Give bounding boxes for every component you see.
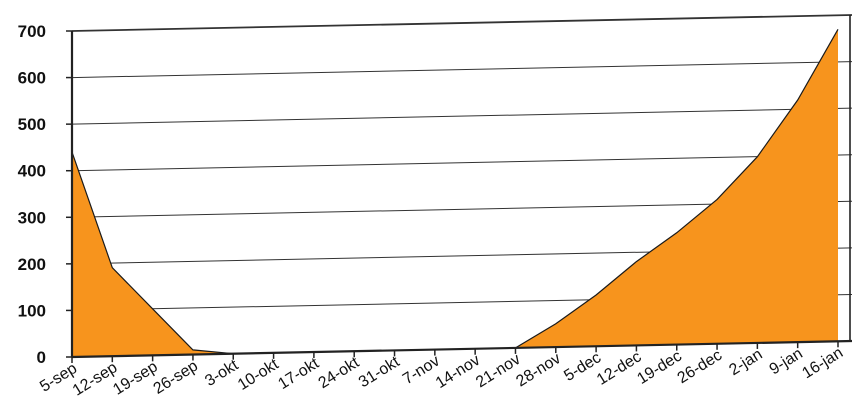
y-tick-label-600: 600 — [18, 69, 46, 88]
axes — [66, 15, 853, 363]
x-tick-label-2-jan: 2-jan — [726, 346, 765, 379]
y-tick-label-400: 400 — [18, 162, 46, 181]
x-tick-label-3-okt: 3-okt — [202, 356, 242, 390]
y-tick-label-300: 300 — [18, 208, 46, 227]
x-tick-label-10-okt: 10-okt — [235, 356, 282, 394]
y-tick-labels: 0 100 200 300 400 500 600 700 — [18, 22, 46, 367]
x-tick-label-21-nov: 21-nov — [473, 351, 523, 391]
x-tick-label-19-dec: 19-dec — [634, 348, 684, 388]
x-tick-label-31-okt: 31-okt — [356, 353, 403, 391]
x-tick-label-26-sep: 26-sep — [151, 357, 202, 397]
x-tick-label-16-jan: 16-jan — [799, 344, 846, 382]
gridline-700 — [71, 14, 853, 32]
series-line-2 — [515, 29, 839, 349]
x-tick-label-9-jan: 9-jan — [767, 345, 806, 378]
x-tick-label-19-sep: 19-sep — [110, 358, 161, 398]
series-line-1 — [71, 151, 234, 355]
x-tick-label-12-dec: 12-dec — [594, 348, 644, 388]
gridline-500 — [71, 107, 853, 125]
gridline-600 — [71, 61, 853, 79]
x-tick-label-17-okt: 17-okt — [275, 355, 322, 393]
y-tick-label-500: 500 — [18, 115, 46, 134]
area-series — [71, 29, 839, 357]
area-region-1 — [72, 152, 234, 357]
y-tick-label-100: 100 — [18, 301, 46, 320]
y-tick-label-700: 700 — [18, 22, 46, 41]
x-tick-label-26-dec: 26-dec — [675, 347, 725, 387]
y-tick-label-200: 200 — [18, 255, 46, 274]
x-tick-label-28-nov: 28-nov — [513, 350, 563, 390]
y-tick-label-0: 0 — [37, 348, 46, 367]
x-tick-label-24-okt: 24-okt — [316, 354, 363, 392]
x-tick-label-12-sep: 12-sep — [70, 359, 121, 399]
gridline-400 — [71, 154, 853, 172]
x-axis — [71, 339, 853, 359]
gridlines — [71, 14, 853, 311]
x-tick-label-14-nov: 14-nov — [433, 352, 483, 392]
area-region-2 — [515, 29, 838, 348]
